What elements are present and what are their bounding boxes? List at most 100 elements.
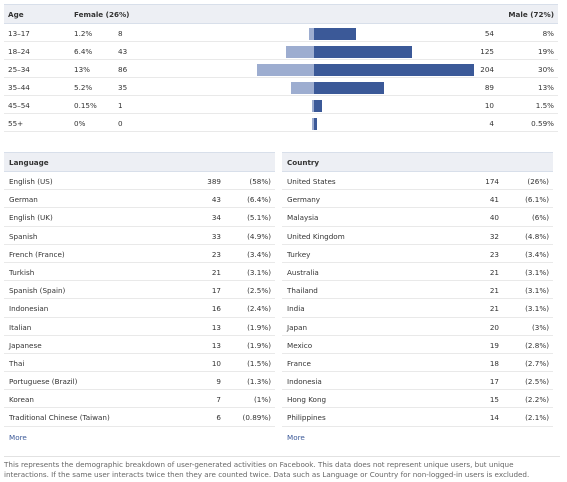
language-list: Language English (US) 389 (58%) German 43 (6.… bbox=[4, 152, 275, 447]
language-count: 9 bbox=[216, 377, 221, 387]
country-row: Malaysia 40 (6%) bbox=[282, 208, 553, 227]
female-percent: 6.4% bbox=[74, 47, 93, 56]
male-percent: 30% bbox=[538, 65, 554, 74]
language-count: 13 bbox=[211, 340, 221, 350]
female-count: 1 bbox=[118, 101, 123, 110]
country-count: 21 bbox=[489, 286, 499, 296]
male-bar bbox=[314, 82, 384, 94]
country-name: Indonesia bbox=[287, 377, 322, 387]
language-name: Thai bbox=[9, 358, 25, 368]
country-row: India 21 (3.1%) bbox=[282, 299, 553, 318]
female-bar bbox=[257, 64, 314, 76]
language-percent: (1.9%) bbox=[247, 322, 271, 332]
female-count: 0 bbox=[118, 119, 123, 128]
country-percent: (26%) bbox=[527, 177, 549, 186]
country-row: Mexico 19 (2.8%) bbox=[282, 336, 553, 354]
language-percent: (4.9%) bbox=[247, 231, 271, 241]
age-range: 45–54 bbox=[8, 101, 30, 110]
language-name: Spanish bbox=[9, 231, 38, 241]
language-percent: (3.1%) bbox=[247, 267, 271, 277]
age-row: 13–17 1.2% 8 54 8% bbox=[4, 24, 558, 42]
country-name: France bbox=[287, 358, 311, 368]
language-percent: (0.89%) bbox=[242, 413, 271, 423]
language-name: Italian bbox=[9, 322, 32, 332]
language-row: Italian 13 (1.9%) bbox=[4, 318, 275, 336]
language-name: Spanish (Spain) bbox=[9, 286, 66, 296]
language-count: 6 bbox=[216, 413, 221, 423]
age-row: 55+ 0% 0 4 0.59% bbox=[4, 114, 558, 132]
language-count: 23 bbox=[211, 249, 221, 259]
language-row: Spanish 33 (4.9%) bbox=[4, 227, 275, 245]
country-name: United States bbox=[287, 177, 336, 186]
female-bar bbox=[285, 46, 314, 58]
language-percent: (1.3%) bbox=[247, 377, 271, 387]
female-percent: 13% bbox=[74, 65, 90, 74]
language-name: English (UK) bbox=[9, 213, 53, 223]
country-percent: (3.1%) bbox=[525, 267, 549, 277]
language-row: Thai 10 (1.5%) bbox=[4, 354, 275, 373]
country-row: United States 174 (26%) bbox=[282, 172, 553, 191]
language-percent: (1%) bbox=[253, 395, 271, 405]
male-count: 204 bbox=[480, 65, 494, 74]
country-percent: (3.1%) bbox=[525, 286, 549, 296]
country-count: 174 bbox=[485, 177, 499, 186]
female-percent: 0% bbox=[74, 119, 86, 128]
country-name: Mexico bbox=[287, 340, 313, 350]
language-row: Portuguese (Brazil) 9 (1.3%) bbox=[4, 372, 275, 391]
language-row: Korean 7 (1%) bbox=[4, 390, 275, 409]
country-count: 14 bbox=[489, 413, 499, 423]
language-list-header: Language bbox=[4, 152, 275, 172]
language-row: German 43 (6.4%) bbox=[4, 190, 275, 209]
country-percent: (3.1%) bbox=[525, 304, 549, 314]
language-row: Indonesian 16 (2.4%) bbox=[4, 299, 275, 318]
country-count: 15 bbox=[489, 395, 499, 405]
male-bar bbox=[314, 28, 357, 40]
country-row: Philippines 14 (2.1%) bbox=[282, 408, 553, 427]
country-count: 32 bbox=[489, 231, 499, 241]
female-bar bbox=[290, 82, 314, 94]
male-count: 10 bbox=[484, 101, 494, 110]
male-percent: 19% bbox=[538, 47, 554, 56]
language-name: English (US) bbox=[9, 177, 53, 186]
language-percent: (3.4%) bbox=[247, 249, 271, 259]
age-row: 25–34 13% 86 204 30% bbox=[4, 60, 558, 78]
language-more-link[interactable]: More bbox=[9, 432, 27, 442]
female-percent: 5.2% bbox=[74, 83, 93, 92]
language-row: Japanese 13 (1.9%) bbox=[4, 336, 275, 354]
language-count: 43 bbox=[211, 195, 221, 205]
language-row: Spanish (Spain) 17 (2.5%) bbox=[4, 281, 275, 300]
country-percent: (4.8%) bbox=[525, 231, 549, 241]
country-more-link[interactable]: More bbox=[287, 432, 305, 442]
male-percent: 13% bbox=[538, 83, 554, 92]
language-name: Korean bbox=[9, 395, 34, 405]
language-count: 21 bbox=[211, 267, 221, 277]
age-range: 18–24 bbox=[8, 47, 30, 56]
country-count: 41 bbox=[489, 195, 499, 205]
language-count: 7 bbox=[216, 395, 221, 405]
age-range: 25–34 bbox=[8, 65, 30, 74]
female-bar bbox=[312, 100, 314, 112]
age-gender-table: Age Female (26%) Male (72%) 13–17 1.2% 8 54… bbox=[4, 4, 558, 132]
country-name: Turkey bbox=[287, 249, 311, 259]
language-name: Turkish bbox=[9, 267, 35, 277]
female-bar bbox=[308, 28, 314, 40]
country-row: Indonesia 17 (2.5%) bbox=[282, 372, 553, 391]
country-row: Turkey 23 (3.4%) bbox=[282, 245, 553, 263]
language-count: 10 bbox=[211, 358, 221, 368]
country-more-row: More bbox=[282, 427, 553, 447]
language-more-row: More bbox=[4, 427, 275, 447]
country-name: Hong Kong bbox=[287, 395, 327, 405]
country-title: Country bbox=[287, 158, 320, 167]
language-name: Traditional Chinese (Taiwan) bbox=[9, 413, 110, 423]
country-percent: (3.4%) bbox=[525, 249, 549, 259]
country-row: Hong Kong 15 (2.2%) bbox=[282, 390, 553, 409]
country-row: Germany 41 (6.1%) bbox=[282, 190, 553, 209]
age-range: 13–17 bbox=[8, 29, 30, 38]
language-percent: (1.5%) bbox=[247, 358, 271, 368]
country-count: 23 bbox=[489, 249, 499, 259]
male-count: 4 bbox=[489, 119, 494, 128]
age-row: 45–54 0.15% 1 10 1.5% bbox=[4, 96, 558, 114]
language-name: Portuguese (Brazil) bbox=[9, 377, 78, 387]
country-row: United Kingdom 32 (4.8%) bbox=[282, 227, 553, 245]
language-count: 389 bbox=[207, 177, 221, 186]
